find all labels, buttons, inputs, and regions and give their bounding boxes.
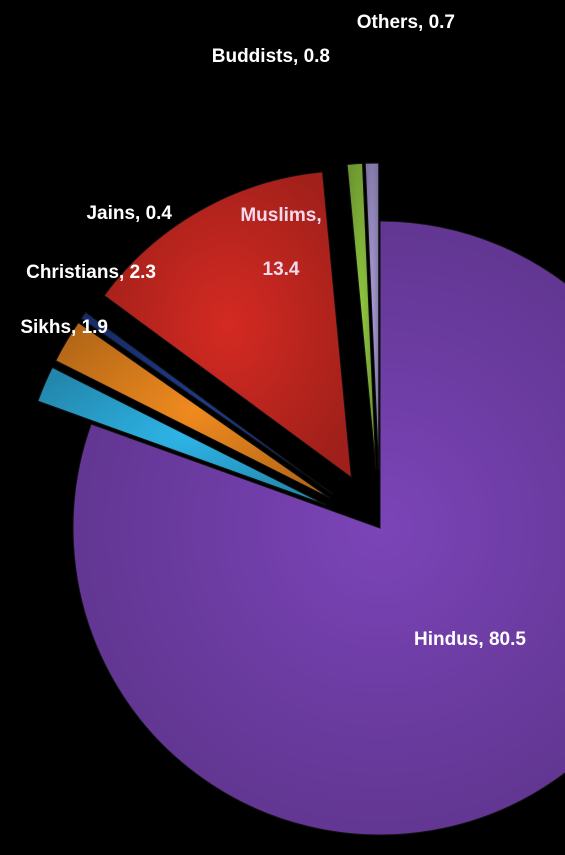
- pie-slice-shading: [365, 163, 379, 471]
- pie-slice-shading: [104, 171, 352, 478]
- pie-slice-shading: [81, 312, 333, 495]
- pie-slice-shading: [55, 322, 331, 499]
- pie-label-buddists: Buddists, 0.8: [212, 46, 330, 67]
- pie-labels: Hindus, 80.5 Sikhs, 1.9 Christians, 2.3 Jai…: [20, 12, 526, 650]
- pie-slice-shading: [37, 367, 327, 506]
- pie-label-muslims: Muslims, 13.4: [240, 205, 321, 280]
- pie-label-hindus: Hindus, 80.5: [414, 629, 526, 650]
- pie-slices: [37, 162, 565, 836]
- pie-slice-shading: [73, 221, 565, 835]
- pie-label-sikhs: Sikhs, 1.9: [20, 317, 108, 338]
- pie-label-christians: Christians, 2.3: [26, 262, 156, 283]
- pie-label-jains: Jains, 0.4: [86, 203, 172, 224]
- pie-label-others: Others, 0.7: [357, 12, 455, 33]
- pie-slice-shading: [347, 163, 376, 471]
